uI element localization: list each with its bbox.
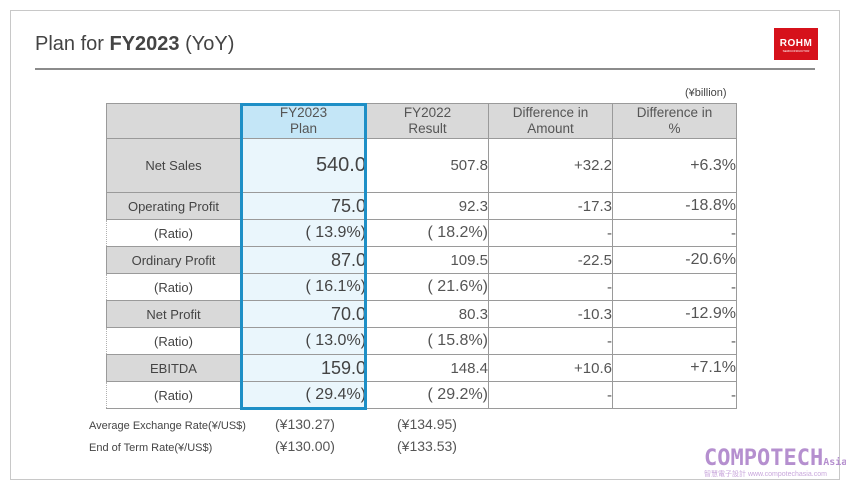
result-value: ( 21.6%) xyxy=(366,273,489,301)
row-label: Net Sales xyxy=(106,138,241,193)
title-prefix: Plan for xyxy=(35,33,110,55)
pct-value: +7.1% xyxy=(612,354,737,382)
result-value: ( 29.2%) xyxy=(366,381,489,409)
table-row: (Ratio) ( 13.9%) ( 18.2%) - - xyxy=(106,219,737,247)
end-term-rate-result: (¥133.53) xyxy=(397,438,457,454)
diff-value: +10.6 xyxy=(488,354,613,382)
pct-value: -12.9% xyxy=(612,300,737,328)
rohm-logo: ROHM SEMICONDUCTOR xyxy=(774,28,818,60)
diff-value: -17.3 xyxy=(488,192,613,220)
diff-value: - xyxy=(488,273,613,301)
row-label: (Ratio) xyxy=(106,219,241,247)
pct-value: +6.3% xyxy=(612,138,737,193)
diff-value: +32.2 xyxy=(488,138,613,193)
pct-value: - xyxy=(612,327,737,355)
result-value: ( 15.8%) xyxy=(366,327,489,355)
table-row: (Ratio) ( 16.1%) ( 21.6%) - - xyxy=(106,273,737,301)
logo-subtext: SEMICONDUCTOR xyxy=(782,49,810,53)
watermark-suffix: Asia xyxy=(823,457,846,468)
logo-text: ROHM xyxy=(779,38,813,49)
table-row: Ordinary Profit 87.0 109.5 -22.5 -20.6% xyxy=(106,246,737,274)
diff-value: - xyxy=(488,381,613,409)
result-value: 507.8 xyxy=(366,138,489,193)
end-term-rate-label: End of Term Rate(¥/US$) xyxy=(89,442,213,454)
plan-value: ( 16.1%) xyxy=(240,273,367,301)
pct-value: - xyxy=(612,219,737,247)
result-value: 109.5 xyxy=(366,246,489,274)
end-term-rate-plan: (¥130.00) xyxy=(275,438,335,454)
plan-value: ( 13.0%) xyxy=(240,327,367,355)
plan-value: ( 29.4%) xyxy=(240,381,367,409)
row-label: EBITDA xyxy=(106,354,241,382)
result-value: 80.3 xyxy=(366,300,489,328)
header-fy2022-result: FY2022 Result xyxy=(366,103,489,139)
table-row: Net Profit 70.0 80.3 -10.3 -12.9% xyxy=(106,300,737,328)
diff-value: -22.5 xyxy=(488,246,613,274)
title-suffix: (YoY) xyxy=(179,33,235,55)
exchange-rates: Average Exchange Rate(¥/US$) (¥130.27) (… xyxy=(89,416,509,460)
plan-value: 75.0 xyxy=(240,192,367,220)
row-label: Ordinary Profit xyxy=(106,246,241,274)
table-row: (Ratio) ( 29.4%) ( 29.2%) - - xyxy=(106,381,737,409)
plan-value: 540.0 xyxy=(240,138,367,193)
watermark-sub: 智慧電子設計 www.compotechasia.com xyxy=(704,471,827,478)
header-fy2023-plan: FY2023 Plan xyxy=(240,103,367,139)
pct-value: - xyxy=(612,273,737,301)
pct-value: -18.8% xyxy=(612,192,737,220)
result-value: 148.4 xyxy=(366,354,489,382)
pct-value: -20.6% xyxy=(612,246,737,274)
table-row: Operating Profit 75.0 92.3 -17.3 -18.8% xyxy=(106,192,737,220)
average-rate-result: (¥134.95) xyxy=(397,416,457,432)
row-label: (Ratio) xyxy=(106,381,241,409)
watermark-main: COMPOTECH xyxy=(704,446,824,471)
header-empty xyxy=(106,103,241,139)
table-row: EBITDA 159.0 148.4 +10.6 +7.1% xyxy=(106,354,737,382)
pct-value: - xyxy=(612,381,737,409)
plan-value: 87.0 xyxy=(240,246,367,274)
result-value: 92.3 xyxy=(366,192,489,220)
diff-value: -10.3 xyxy=(488,300,613,328)
plan-value: ( 13.9%) xyxy=(240,219,367,247)
row-label: (Ratio) xyxy=(106,273,241,301)
header-difference-percent: Difference in% xyxy=(612,103,737,139)
header-difference-amount: Difference in Amount xyxy=(488,103,613,139)
average-rate-row: Average Exchange Rate(¥/US$) (¥130.27) (… xyxy=(89,416,509,438)
unit-label: (¥billion) xyxy=(685,87,727,99)
result-value: ( 18.2%) xyxy=(366,219,489,247)
table-header-row: FY2023 Plan FY2022 Result Difference in Amo… xyxy=(106,103,737,139)
diff-value: - xyxy=(488,327,613,355)
average-rate-plan: (¥130.27) xyxy=(275,416,335,432)
table-row: Net Sales 540.0 507.8 +32.2 +6.3% xyxy=(106,138,737,193)
title-divider xyxy=(35,68,815,70)
row-label: Operating Profit xyxy=(106,192,241,220)
slide-title: Plan for FY2023 (YoY) xyxy=(35,33,234,56)
plan-value: 159.0 xyxy=(240,354,367,382)
title-bold: FY2023 xyxy=(109,33,180,55)
table-row: (Ratio) ( 13.0%) ( 15.8%) - - xyxy=(106,327,737,355)
average-rate-label: Average Exchange Rate(¥/US$) xyxy=(89,420,246,432)
diff-value: - xyxy=(488,219,613,247)
plan-value: 70.0 xyxy=(240,300,367,328)
plan-table: FY2023 Plan FY2022 Result Difference in Amo… xyxy=(106,103,737,409)
end-term-rate-row: End of Term Rate(¥/US$) (¥130.00) (¥133.… xyxy=(89,438,509,460)
row-label: (Ratio) xyxy=(106,327,241,355)
row-label: Net Profit xyxy=(106,300,241,328)
compotech-watermark: COMPOTECHAsia 智慧電子設計 www.compotechasia.c… xyxy=(704,446,846,479)
